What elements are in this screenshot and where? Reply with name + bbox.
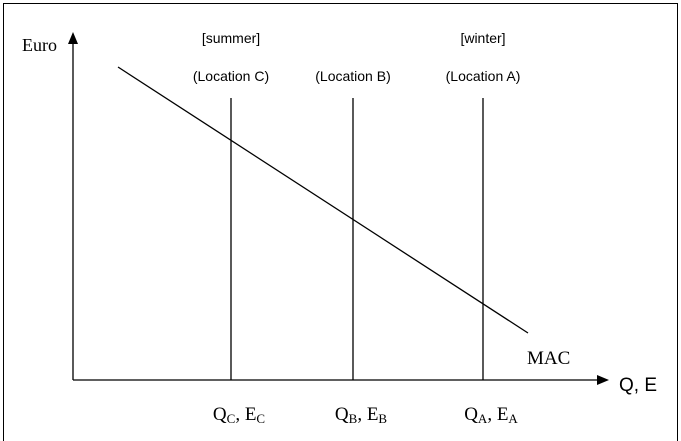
subscript: C — [256, 411, 265, 426]
location-label: (Location B) — [315, 68, 390, 84]
quantity-text: , E — [357, 404, 378, 425]
quantity-label: QB, EB — [335, 404, 388, 426]
quantity-label: QA, EA — [464, 404, 518, 426]
quantity-text: , E — [487, 404, 508, 425]
x-axis-arrow — [597, 375, 609, 385]
quantity-text: Q — [464, 404, 478, 425]
subscript: B — [378, 411, 387, 426]
subscript: B — [349, 411, 358, 426]
frame — [3, 3, 678, 441]
subscript: C — [227, 411, 236, 426]
subscript: A — [508, 411, 518, 426]
season-label: [winter] — [460, 30, 505, 46]
quantity-text: Q — [213, 404, 227, 425]
x-axis-label: Q, E — [619, 375, 657, 396]
quantity-text: Q — [335, 404, 349, 425]
season-label: [summer] — [202, 30, 260, 46]
y-axis-label: Euro — [22, 35, 57, 55]
quantity-text: , E — [235, 404, 256, 425]
quantity-label: QC, EC — [213, 404, 265, 426]
subscript: A — [478, 411, 488, 426]
y-axis-arrow — [68, 32, 78, 44]
location-label: (Location A) — [446, 68, 521, 84]
curve-label: MAC — [527, 348, 570, 369]
mac-curve — [117, 66, 529, 334]
location-label: (Location C) — [193, 68, 269, 84]
